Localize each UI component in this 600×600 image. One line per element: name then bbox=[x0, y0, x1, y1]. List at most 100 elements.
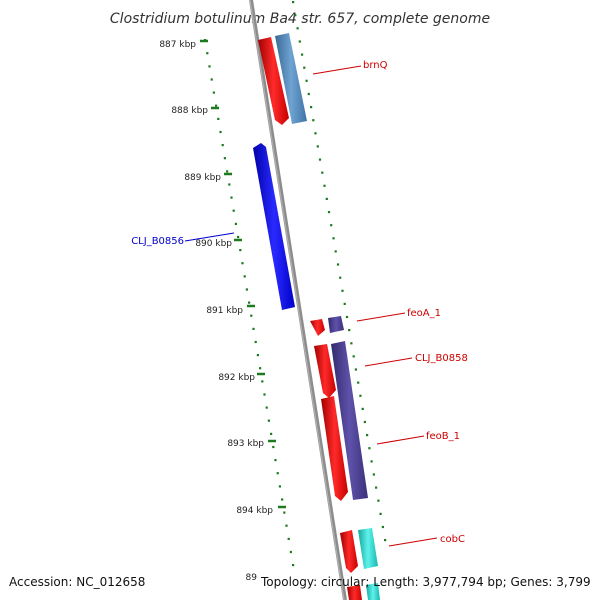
cds-cobc[interactable] bbox=[340, 530, 358, 573]
scale-dot bbox=[350, 342, 353, 345]
tick-track-right bbox=[292, 1, 387, 542]
scale-dot bbox=[217, 117, 220, 120]
tick-label: 889 kbp bbox=[184, 173, 221, 183]
gene-label-feob-1: feoB_1 bbox=[426, 431, 460, 442]
gene-clj-b0856[interactable] bbox=[253, 143, 295, 310]
tick-label: 887 kbp bbox=[159, 40, 196, 50]
cds-next[interactable] bbox=[347, 585, 362, 600]
scale-dot bbox=[296, 27, 299, 30]
gene-brnq[interactable] bbox=[275, 33, 307, 124]
accession-text: Accession: NC_012658 bbox=[9, 575, 145, 589]
gene-next[interactable] bbox=[366, 583, 380, 600]
scale-dot bbox=[354, 368, 357, 371]
scale-dot bbox=[248, 301, 251, 304]
gene-label-clj-b0858: CLJ_B0858 bbox=[415, 353, 468, 364]
scale-dot bbox=[345, 315, 349, 319]
scale-dot bbox=[237, 235, 240, 239]
scale-dot bbox=[377, 499, 380, 502]
scale-dot bbox=[206, 52, 209, 55]
scale-dot bbox=[375, 486, 378, 489]
tick-track-left bbox=[204, 39, 295, 567]
scale-dot bbox=[368, 447, 371, 450]
scale-ticks: 887 kbp 888 kbp 889 kbp 890 kbp 891 kbp … bbox=[159, 39, 286, 583]
map-title: Clostridium botulinum Ba4 str. 657, comp… bbox=[110, 11, 490, 27]
tick-label: 888 kbp bbox=[171, 106, 208, 116]
scale-dot bbox=[298, 40, 301, 43]
scale-dot bbox=[303, 66, 306, 69]
scale-dot bbox=[283, 511, 286, 514]
scale-dot bbox=[334, 250, 337, 253]
scale-dot bbox=[305, 79, 308, 82]
scale-dot bbox=[372, 473, 375, 476]
cds-feoa-1[interactable] bbox=[310, 319, 325, 336]
gene-feoa-1[interactable] bbox=[328, 316, 344, 333]
scale-dot bbox=[230, 196, 233, 199]
gene-label-leader bbox=[364, 357, 413, 367]
cds-clj-b0858[interactable] bbox=[314, 344, 336, 398]
scale-dot bbox=[366, 434, 369, 437]
scale-dot bbox=[212, 91, 215, 94]
gene-label-leader bbox=[184, 232, 235, 242]
gene-label-brnq: brnQ bbox=[363, 60, 388, 71]
scale-dot bbox=[294, 14, 297, 17]
scale-dot bbox=[323, 184, 326, 187]
scale-dot bbox=[243, 275, 246, 278]
scale-dot bbox=[330, 224, 333, 227]
scale-dot bbox=[259, 367, 262, 370]
scale-dot bbox=[318, 158, 322, 161]
tick-label: 89 bbox=[246, 573, 258, 583]
gene-label-cobc: cobC bbox=[440, 534, 465, 545]
scale-dot bbox=[234, 222, 237, 225]
tick-label: 893 kbp bbox=[227, 439, 264, 449]
scale-dot bbox=[341, 289, 344, 292]
tick-label: 891 kbp bbox=[206, 306, 243, 316]
tick-label: 890 kbp bbox=[195, 239, 232, 249]
scale-dot bbox=[292, 1, 295, 4]
scale-dot bbox=[357, 381, 360, 384]
scale-dot bbox=[263, 393, 266, 396]
gene-label-leader bbox=[388, 537, 438, 547]
scale-dot bbox=[289, 550, 292, 554]
scale-dot bbox=[325, 197, 328, 200]
scale-dot bbox=[370, 460, 373, 463]
scale-dot bbox=[336, 263, 340, 266]
scale-dot bbox=[250, 314, 253, 317]
scale-dot bbox=[379, 512, 382, 515]
cds-brnq[interactable] bbox=[258, 37, 289, 125]
scale-dot bbox=[267, 419, 270, 422]
scale-dot bbox=[226, 170, 229, 173]
scale-dot bbox=[245, 288, 248, 291]
scale-dot bbox=[285, 524, 288, 527]
scale-dot bbox=[208, 65, 211, 68]
scale-dot bbox=[223, 157, 226, 160]
scale-dot bbox=[352, 355, 355, 358]
cds-feob-1[interactable] bbox=[321, 396, 348, 501]
genome-backbone bbox=[249, 0, 347, 600]
scale-dot bbox=[219, 130, 222, 134]
scale-dot bbox=[316, 145, 319, 148]
scale-dot bbox=[265, 406, 268, 409]
scale-dot bbox=[381, 525, 384, 529]
scale-dot bbox=[274, 459, 277, 462]
gene-clj-b0858[interactable] bbox=[331, 341, 368, 500]
scale-dot bbox=[228, 183, 231, 186]
scale-dot bbox=[221, 144, 224, 147]
scale-dot bbox=[343, 302, 346, 305]
scale-dot bbox=[281, 498, 284, 501]
scale-dot bbox=[361, 407, 364, 410]
forward-gene-labels: brnQ feoA_1 CLJ_B0858 feoB_1 cobC bbox=[312, 60, 468, 547]
scale-dot bbox=[210, 78, 213, 81]
scale-dot bbox=[278, 485, 281, 488]
genome-backbone-highlight bbox=[249, 0, 345, 600]
scale-dot bbox=[270, 432, 273, 435]
topology-text: Topology: circular; Length: 3,977,794 bp… bbox=[260, 575, 591, 589]
scale-dot bbox=[232, 209, 235, 212]
scale-dot bbox=[256, 354, 259, 357]
scale-dot bbox=[272, 445, 275, 449]
gene-cobc[interactable] bbox=[358, 528, 378, 569]
scale-dot bbox=[287, 537, 290, 540]
scale-dot bbox=[254, 340, 257, 344]
genes-forward bbox=[258, 33, 380, 600]
scale-dot bbox=[339, 276, 342, 279]
